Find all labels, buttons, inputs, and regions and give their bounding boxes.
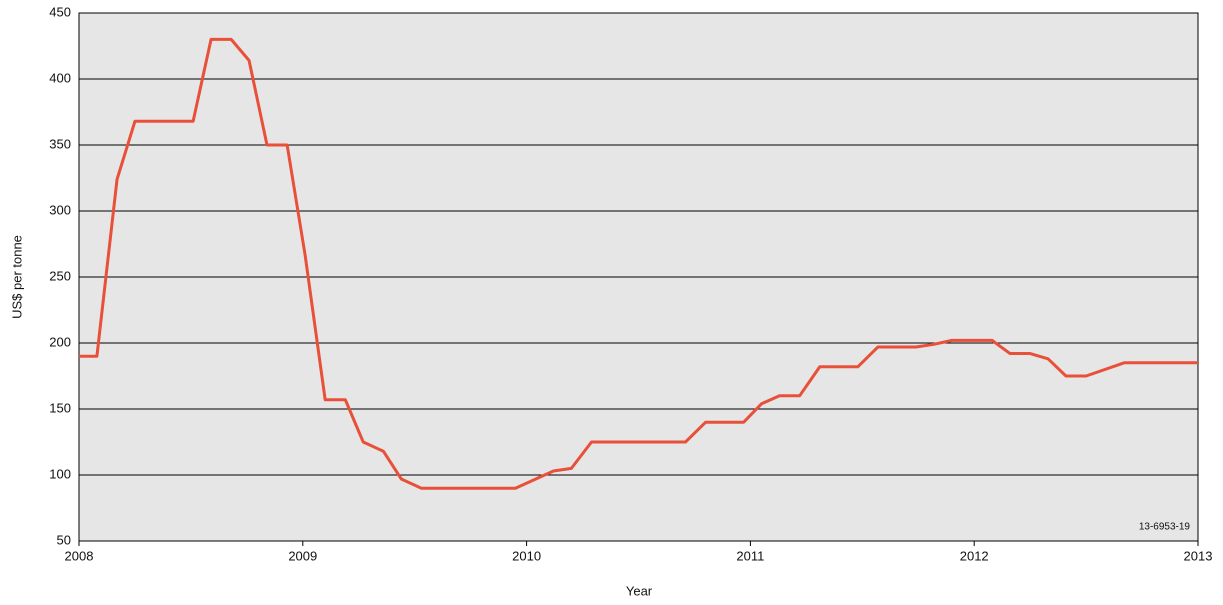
y-tick-label: 100 bbox=[49, 466, 71, 481]
x-tick-label: 2013 bbox=[1184, 548, 1213, 563]
y-tick-label: 150 bbox=[49, 400, 71, 415]
y-tick-label: 350 bbox=[49, 136, 71, 151]
y-tick-label: 300 bbox=[49, 202, 71, 217]
x-tick-label: 2009 bbox=[288, 548, 317, 563]
y-tick-label: 250 bbox=[49, 268, 71, 283]
x-tick-label: 2010 bbox=[512, 548, 541, 563]
annotation: 13-6953-19 bbox=[1139, 522, 1191, 533]
x-tick-label: 2011 bbox=[736, 548, 764, 563]
y-axis-label: US$ per tonne bbox=[9, 235, 24, 319]
plot-frame bbox=[78, 12, 1199, 542]
x-tick-label: 2012 bbox=[960, 548, 989, 563]
data-line bbox=[79, 37, 1198, 490]
y-tick-label: 450 bbox=[49, 4, 71, 19]
x-tick-label: 2008 bbox=[65, 548, 94, 563]
y-tick-label: 400 bbox=[49, 70, 71, 85]
y-tick-label: 200 bbox=[49, 334, 71, 349]
x-axis-label: Year bbox=[626, 583, 653, 598]
y-tick-label: 50 bbox=[57, 532, 71, 547]
